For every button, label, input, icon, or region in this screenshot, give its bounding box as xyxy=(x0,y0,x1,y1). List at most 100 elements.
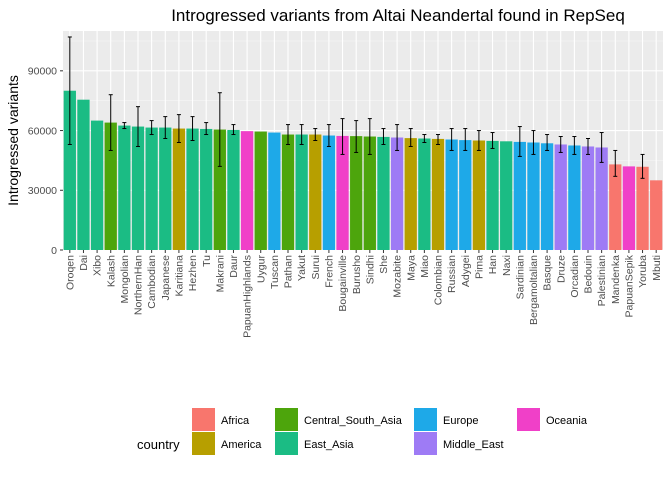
legend-item-east-asia: East_Asia xyxy=(275,432,354,455)
error-bar-druze xyxy=(558,136,563,153)
plot-area xyxy=(63,31,663,251)
error-bar-daur xyxy=(231,124,236,136)
legend-item-africa: Africa xyxy=(192,408,250,431)
error-bar-northernhan xyxy=(136,106,140,147)
x-tick-label: Uygur xyxy=(255,255,267,284)
bar-northernhan xyxy=(131,126,145,250)
legend-swatch xyxy=(517,408,540,431)
bar-she xyxy=(377,136,390,250)
x-tick-label: Basque xyxy=(542,255,554,291)
x-tick-label: Xibo xyxy=(92,255,104,276)
error-bar-pima xyxy=(476,130,481,151)
error-bar-mongolian xyxy=(122,122,127,130)
x-tick-label: Burusho xyxy=(351,255,363,294)
legend-swatch xyxy=(192,408,215,431)
legend-item-central-south-asia: Central_South_Asia xyxy=(275,408,403,431)
x-tick-label: She xyxy=(378,255,390,274)
bar-mozabite xyxy=(390,137,404,250)
bar-papuanhighlands xyxy=(240,131,254,250)
bar-karitiana xyxy=(172,128,186,250)
legend-item-oceania: Oceania xyxy=(517,408,588,431)
bar-han xyxy=(486,140,499,250)
legend-label: Oceania xyxy=(546,415,588,427)
bar-burusho xyxy=(350,136,363,250)
bar-yoruba xyxy=(636,166,649,250)
x-tick-label: Mandenka xyxy=(610,255,622,304)
x-tick-label: Daur xyxy=(228,255,240,278)
y-axis-title: Introgressed variants xyxy=(5,75,21,206)
chart-title: Introgressed variants from Altai Neander… xyxy=(171,6,625,25)
error-bar-bedouin xyxy=(586,138,590,155)
bar-kalash xyxy=(104,122,117,250)
bar-dai xyxy=(77,99,90,250)
x-tick-label: Adygei xyxy=(460,255,472,287)
bar-colombian xyxy=(431,138,445,250)
bar-sardinian xyxy=(513,141,526,250)
legend-swatch xyxy=(192,432,215,455)
x-tick-label: Sardinian xyxy=(514,255,526,300)
bar-maya xyxy=(404,138,417,250)
x-tick-label: Yakut xyxy=(296,255,308,281)
bar-pathan xyxy=(281,134,295,250)
error-bar-bergamoltalian xyxy=(531,130,536,155)
error-bar-han xyxy=(490,132,495,149)
error-bar-sardinian xyxy=(517,126,522,157)
error-bar-sindhi xyxy=(367,118,372,155)
error-bar-pathan xyxy=(286,124,290,145)
x-tick-label: Miao xyxy=(419,255,431,278)
bar-miao xyxy=(418,138,431,250)
legend-item-europe: Europe xyxy=(414,408,478,431)
bar-basque xyxy=(540,143,554,250)
bar-mbuti xyxy=(650,180,663,250)
x-tick-label: Han xyxy=(487,255,499,274)
x-tick-label: Oroqen xyxy=(64,255,76,290)
error-bar-orcadian xyxy=(572,136,577,155)
bar-bougainville xyxy=(336,135,349,250)
x-tick-label: Makrani xyxy=(214,255,226,292)
x-tick-label: Bergamoltalian xyxy=(528,255,540,325)
bar-surui xyxy=(309,134,322,250)
x-tick-label: Yoruba xyxy=(637,255,649,288)
y-tick-label: 30000 xyxy=(28,185,57,197)
error-bar-colombian xyxy=(436,134,440,145)
error-bar-french xyxy=(326,124,331,147)
x-tick-label: Naxi xyxy=(501,255,513,276)
bar-bedouin xyxy=(581,146,595,250)
x-tick-label: Mongolian xyxy=(119,255,131,304)
x-tick-label: Bougainville xyxy=(337,255,349,312)
error-bar-miao xyxy=(422,134,427,143)
x-tick-label: PapuanHighlands xyxy=(242,255,254,338)
legend-label: Middle_East xyxy=(443,439,504,451)
x-tick-label: French xyxy=(324,255,336,288)
error-bar-palestinian xyxy=(599,132,604,163)
x-tick-label: Mozabite xyxy=(392,255,404,298)
bar-mongolian xyxy=(118,125,131,250)
x-tick-label: Tuscan xyxy=(269,255,281,289)
bar-xibo xyxy=(90,120,104,250)
x-tick-label: Sindhi xyxy=(364,255,376,284)
x-tick-label: Bedouin xyxy=(583,255,595,294)
x-tick-label: Surui xyxy=(310,255,322,280)
legend-swatch xyxy=(275,408,298,431)
bar-sindhi xyxy=(363,136,376,250)
legend-swatch xyxy=(414,432,437,455)
error-bar-russian xyxy=(449,128,454,151)
error-bar-adygei xyxy=(463,128,468,151)
legend-label: East_Asia xyxy=(304,439,354,451)
x-tick-label: Japanese xyxy=(160,255,172,301)
error-bar-bougainville xyxy=(340,118,345,155)
x-tick-label: Orcadian xyxy=(569,255,581,298)
error-bar-she xyxy=(381,128,386,145)
error-bar-maya xyxy=(408,128,413,147)
bar-daur xyxy=(227,129,240,250)
bar-japanese xyxy=(159,127,172,250)
error-bar-yoruba xyxy=(640,153,645,179)
legend-title: country xyxy=(137,437,180,452)
bar-russian xyxy=(445,139,458,250)
bar-hezhen xyxy=(186,128,199,250)
error-bar-oroqen xyxy=(67,36,72,145)
legend: country Africa America Central_South_Asia Ea… xyxy=(137,408,588,455)
bar-french xyxy=(322,135,336,250)
y-tick-label: 60000 xyxy=(28,125,57,137)
